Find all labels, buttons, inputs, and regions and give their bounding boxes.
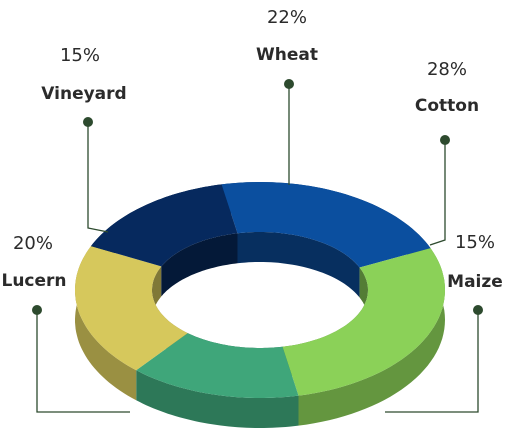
value-label: 28%	[427, 59, 467, 80]
slice	[75, 246, 188, 371]
value-label: 15%	[60, 45, 100, 66]
category-label: Vineyard	[41, 84, 126, 104]
value-label: 20%	[13, 233, 53, 254]
slice	[282, 248, 445, 396]
slice-side	[298, 248, 445, 426]
leader-dot	[83, 117, 93, 127]
slice	[136, 333, 299, 398]
leader-line	[87, 122, 109, 233]
value-label: 22%	[267, 7, 307, 28]
leader-dot	[440, 135, 450, 145]
leader-dot	[473, 305, 483, 315]
category-label: Maize	[447, 272, 503, 292]
category-label: Cotton	[415, 96, 479, 116]
slice-inner	[237, 232, 360, 298]
slice	[221, 182, 431, 268]
slice-inner	[161, 233, 238, 297]
value-label: 15%	[455, 232, 495, 253]
leader-dot	[32, 305, 42, 315]
slice-side	[136, 370, 299, 428]
category-label: Wheat	[256, 45, 318, 65]
leader-line	[429, 140, 446, 246]
category-label: Lucern	[1, 271, 66, 291]
leader-dot	[284, 79, 294, 89]
leader-line	[36, 310, 130, 413]
leader-line	[385, 310, 479, 413]
slice-side	[75, 246, 137, 401]
slice	[91, 184, 238, 267]
